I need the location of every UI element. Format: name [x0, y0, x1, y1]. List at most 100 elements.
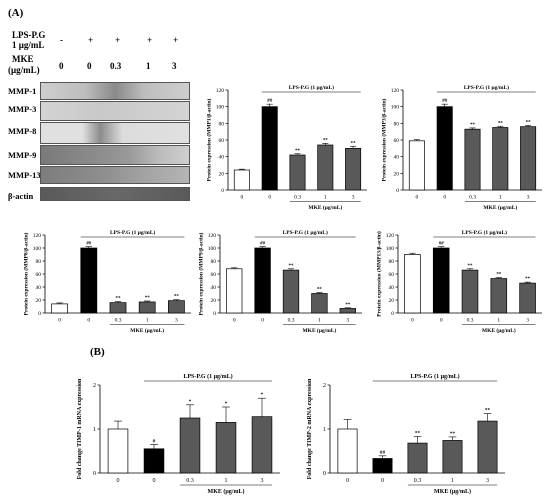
x-tick-label: 3 — [486, 478, 489, 484]
significance-mark: ## — [442, 99, 447, 104]
significance-mark: ** — [351, 141, 356, 146]
significance-mark: ** — [289, 264, 294, 269]
blot-strip-mmp8 — [40, 122, 190, 144]
x-tick-label: 0 — [381, 478, 384, 484]
y-tick-label: 0 — [391, 311, 394, 317]
y-tick-label: 60 — [394, 138, 400, 144]
y-tick-label: 2 — [93, 383, 96, 389]
band-label-mmp9: MMP-9 — [8, 150, 37, 160]
y-tick-label: 80 — [389, 259, 395, 265]
x-tick-label: 1 — [499, 195, 502, 201]
y-axis-label: Protein expression (MMP1/β-actin) — [205, 98, 212, 181]
treat-lane-4: + — [147, 35, 153, 45]
x-tick-label: 1 — [225, 478, 228, 484]
mke-lane-2: 0 — [87, 61, 92, 71]
y-tick-label: 20 — [219, 171, 225, 177]
x-tick-label: 0 — [241, 195, 244, 201]
x-axis-label: MKE (μg/mL) — [434, 488, 471, 495]
significance-mark: ** — [317, 288, 322, 293]
x-tick-label: 3 — [527, 195, 530, 201]
blot-strip-mmp9 — [40, 145, 190, 165]
bar — [345, 147, 362, 191]
y-tick-label: 20 — [36, 298, 42, 304]
significance-mark: ** — [525, 277, 530, 282]
bar — [372, 458, 393, 474]
significance-mark: ** — [116, 297, 121, 302]
band-label-beta-actin: β-actin — [8, 191, 34, 201]
x-tick-label: 0 — [440, 318, 443, 324]
y-tick-label: 100 — [386, 246, 395, 252]
y-tick-label: 1 — [93, 427, 96, 433]
x-axis-label: MKE (μg/mL) — [130, 327, 164, 334]
y-tick-label: 20 — [211, 298, 217, 304]
lps-label: LPS-P.G (1 μg/mL) — [283, 229, 328, 236]
lps-label: LPS-P.G (1 μg/mL) — [462, 229, 507, 236]
significance-mark: ** — [526, 120, 531, 125]
bar — [408, 140, 425, 191]
y-axis-label: Protein expression (MMP13/β-actin) — [375, 231, 382, 317]
y-axis-label: Fold change TIMP-2 mRNA expression — [307, 378, 313, 479]
significance-mark: ** — [485, 408, 491, 414]
significance-mark: ** — [145, 296, 150, 301]
lps-conc-label: 1 μg/mL — [12, 40, 45, 50]
bar — [519, 282, 536, 314]
y-tick-label: 0 — [221, 188, 224, 194]
x-tick-label: 3 — [526, 318, 529, 324]
x-tick-label: 3 — [352, 195, 355, 201]
bar — [464, 128, 481, 191]
significance-mark: * — [189, 399, 192, 405]
bar — [233, 169, 250, 191]
x-axis-label: MKE (μg/mL) — [308, 204, 342, 211]
bar — [168, 300, 185, 314]
bar — [461, 269, 479, 314]
y-tick-label: 60 — [389, 272, 395, 278]
significance-mark: ** — [415, 430, 421, 436]
x-tick-label: 0 — [87, 318, 90, 324]
blot-strip-beta-actin — [40, 187, 190, 201]
treat-lane-1: - — [60, 35, 63, 45]
x-tick-label: 0.3 — [414, 478, 422, 484]
bar — [337, 428, 358, 474]
x-tick-label: 1 — [318, 318, 321, 324]
y-tick-label: 0 — [323, 471, 326, 477]
y-tick-label: 60 — [219, 138, 225, 144]
y-tick-label: 120 — [33, 233, 42, 239]
x-tick-label: 0.3 — [467, 318, 474, 324]
bar — [215, 422, 237, 474]
bar — [520, 126, 537, 191]
bar — [492, 127, 509, 191]
y-axis-label: Protein expression (MMP9/β-actin) — [197, 232, 204, 315]
bar — [179, 417, 201, 474]
y-axis-label: Fold change TIMP-1 mRNA expression — [77, 378, 83, 479]
significance-mark: ## — [86, 242, 91, 247]
bar — [226, 268, 243, 314]
y-tick-label: 100 — [391, 105, 400, 111]
x-tick-label: 0 — [346, 478, 349, 484]
y-tick-label: 0 — [213, 311, 216, 317]
x-axis-label: MKE (μg/mL) — [482, 327, 516, 334]
significance-mark: ## — [267, 99, 272, 104]
bar — [407, 442, 428, 474]
y-tick-label: 120 — [208, 233, 217, 239]
y-axis-label: Protein expression (MMP3/β-actin) — [380, 98, 387, 181]
x-tick-label: 0 — [233, 318, 236, 324]
significance-mark: # — [153, 438, 156, 444]
mke-lane-1: 0 — [59, 61, 64, 71]
y-tick-label: 120 — [386, 233, 395, 239]
significance-mark: * — [261, 392, 264, 398]
y-tick-label: 80 — [394, 121, 400, 127]
x-axis-label: MKE (μg/mL) — [483, 204, 517, 211]
x-tick-label: 0 — [261, 318, 264, 324]
blot-strip-mmp13 — [40, 166, 190, 184]
lps-label: LPS-P.G (1 μg/mL) — [410, 373, 459, 380]
x-tick-label: 0 — [117, 478, 120, 484]
bar — [289, 154, 306, 191]
panel-a-label: (A) — [8, 7, 24, 19]
bar — [477, 420, 498, 474]
blot-strip-mmp1 — [40, 82, 190, 100]
bar — [51, 303, 68, 314]
bar — [254, 247, 271, 314]
